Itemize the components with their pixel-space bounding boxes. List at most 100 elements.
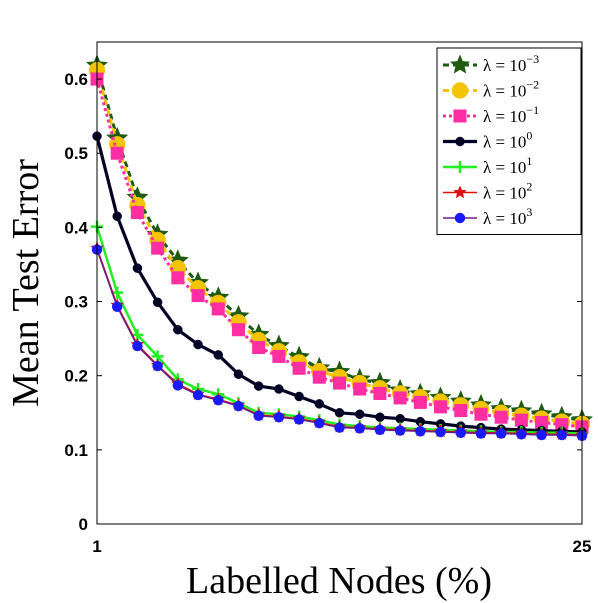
series-6-point xyxy=(495,428,507,439)
series-2-point xyxy=(231,323,245,337)
series-6-point xyxy=(293,414,305,425)
series-2-point xyxy=(333,376,346,390)
series-2-point xyxy=(171,271,185,285)
series-2-point xyxy=(353,382,367,396)
legend-item: λ = 103 xyxy=(443,205,532,228)
x-tick-label: 25 xyxy=(573,537,592,556)
series-2-point xyxy=(454,404,468,418)
series-6-point xyxy=(172,380,184,391)
series-3-point xyxy=(112,211,122,222)
legend-marker xyxy=(451,82,469,99)
legend-label: λ = 101 xyxy=(483,154,532,177)
series-6-point xyxy=(435,426,446,438)
legend-item: λ = 102 xyxy=(443,180,532,203)
series-2-point xyxy=(130,206,144,220)
legend-marker xyxy=(453,185,467,199)
series-3-point xyxy=(375,412,385,422)
legend-marker xyxy=(449,54,471,74)
legend-item: λ = 10−3 xyxy=(443,52,539,75)
series-6-point xyxy=(314,417,325,429)
legend-label: λ = 102 xyxy=(483,180,532,203)
legend-item: λ = 10−2 xyxy=(443,78,539,101)
series-6-point xyxy=(455,427,466,439)
series-6-point xyxy=(233,400,244,412)
y-tick-label: 0.1 xyxy=(64,441,88,460)
series-6-point xyxy=(354,423,365,434)
series-2-point xyxy=(474,407,488,421)
series-6-point xyxy=(253,410,264,421)
series-6-point xyxy=(475,428,487,439)
legend-marker xyxy=(454,212,466,224)
series-6-point xyxy=(152,360,163,372)
legend-label: λ = 100 xyxy=(483,129,532,152)
y-tick-label: 0.6 xyxy=(64,70,88,89)
legend-label: λ = 103 xyxy=(483,205,532,228)
ticks-layer: 0 0.1 0.2 0.3 0.4 0.5 0.6 1 25 xyxy=(64,70,591,556)
legend-item: λ = 10−1 xyxy=(443,103,539,126)
series-3-point xyxy=(152,297,163,308)
series-6-point xyxy=(132,340,143,352)
legend-label: λ = 10−2 xyxy=(483,78,539,101)
series-3-point xyxy=(274,384,284,394)
series-6-point xyxy=(334,422,345,433)
series-2 xyxy=(90,72,589,434)
series-6-point xyxy=(536,429,547,441)
series-2-point xyxy=(434,400,448,414)
series-6-point xyxy=(415,426,426,437)
series-2-point xyxy=(292,361,306,375)
x-tick-label: 1 xyxy=(92,537,101,556)
y-tick-label: 0.3 xyxy=(64,293,88,312)
series-3-point xyxy=(193,339,203,350)
series-3-point xyxy=(173,324,183,335)
series-layer xyxy=(85,54,594,442)
series-6-point xyxy=(516,429,527,440)
series-2-point xyxy=(191,289,205,303)
y-tick-label: 0.4 xyxy=(64,218,88,237)
series-6-point xyxy=(273,411,285,423)
series-3-point xyxy=(314,399,325,409)
legend-marker xyxy=(453,109,467,123)
series-2-point xyxy=(494,410,508,424)
series-2-point xyxy=(312,370,326,384)
series-3-point xyxy=(395,413,405,424)
series-6-point xyxy=(374,424,386,436)
series-3-point xyxy=(354,409,365,420)
series-6 xyxy=(91,244,588,442)
series-3-point xyxy=(132,263,143,273)
y-tick-label: 0.5 xyxy=(64,144,88,163)
plot-frame xyxy=(96,41,583,525)
legend-label: λ = 10−1 xyxy=(483,103,539,126)
legend-item: λ = 101 xyxy=(443,154,532,177)
series-3-point xyxy=(213,350,223,360)
series-3-point xyxy=(294,391,304,402)
legend-label: λ = 10−3 xyxy=(483,52,539,75)
series-6-point xyxy=(556,429,568,441)
legend-marker xyxy=(455,136,465,147)
legend-marker xyxy=(454,161,466,173)
series-6-point xyxy=(192,389,204,401)
series-3-point xyxy=(334,408,345,418)
series-2-point xyxy=(514,413,528,427)
series-6-point xyxy=(111,301,123,312)
series-6-point xyxy=(213,394,224,406)
series-2-point xyxy=(151,241,165,255)
series-3-point xyxy=(253,381,264,391)
series-2-point xyxy=(535,415,549,429)
legend-item: λ = 100 xyxy=(443,129,532,152)
y-axis-title: Mean Test Error xyxy=(5,159,47,407)
series-2-point xyxy=(272,349,286,363)
y-tick-label: 0 xyxy=(79,515,88,534)
x-axis-title: Labelled Nodes (%) xyxy=(186,560,492,602)
series-2-point xyxy=(252,341,266,355)
series-2-point xyxy=(211,302,225,316)
series-2-point xyxy=(110,146,124,160)
series-2-point xyxy=(413,395,427,409)
series-3-point xyxy=(233,369,244,379)
series-2-point xyxy=(393,391,407,405)
series-6-point xyxy=(394,425,406,436)
series-4 xyxy=(91,220,588,440)
y-tick-label: 0.2 xyxy=(64,367,88,386)
series-2-point xyxy=(373,386,387,400)
